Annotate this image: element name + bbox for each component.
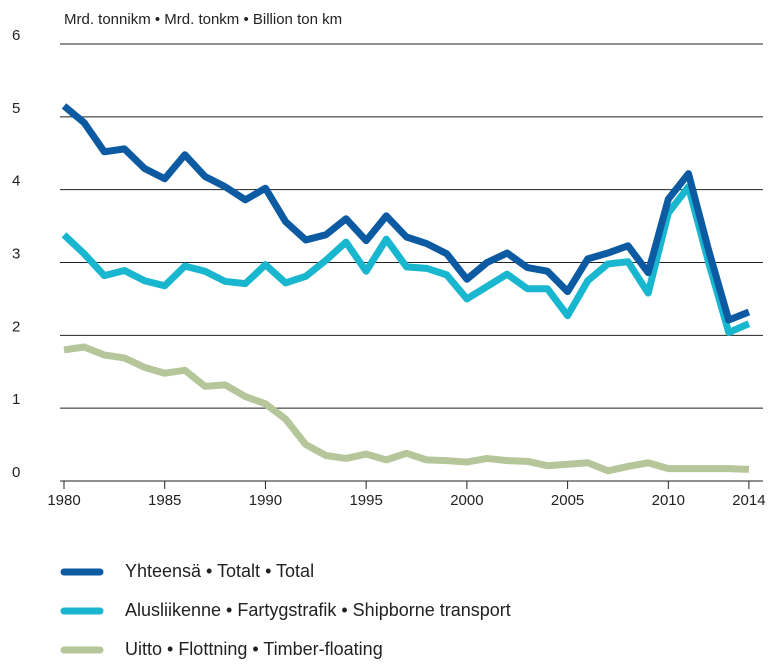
legend-label: Alusliikenne • Fartygstrafik • Shipborne…: [125, 600, 511, 620]
series-line: [61, 183, 751, 336]
y-tick-label: 2: [12, 318, 20, 335]
series-line: [63, 343, 750, 475]
x-tick-label: 2014: [732, 492, 765, 509]
series-line: [61, 103, 751, 324]
x-tick-label: 1990: [249, 492, 282, 509]
legend-label: Yhteensä • Totalt • Total: [125, 561, 314, 581]
y-tick-label: 3: [12, 245, 20, 262]
y-tick-label: 4: [12, 173, 20, 190]
y-tick-label: 0: [12, 464, 20, 481]
x-tick-label: 1980: [47, 492, 80, 509]
x-tick-label: 1985: [148, 492, 181, 509]
y-tick-label: 6: [12, 27, 20, 44]
x-tick-label: 2000: [450, 492, 483, 509]
y-axis-label: Mrd. tonnikm • Mrd. tonkm • Billion ton …: [64, 11, 342, 28]
x-tick-label: 2010: [652, 492, 685, 509]
x-tick-label: 1995: [349, 492, 382, 509]
y-tick-label: 5: [12, 100, 20, 117]
y-tick-label: 1: [12, 391, 20, 408]
legend-label: Uitto • Flottning • Timber-floating: [125, 639, 383, 659]
x-tick-label: 2005: [551, 492, 584, 509]
